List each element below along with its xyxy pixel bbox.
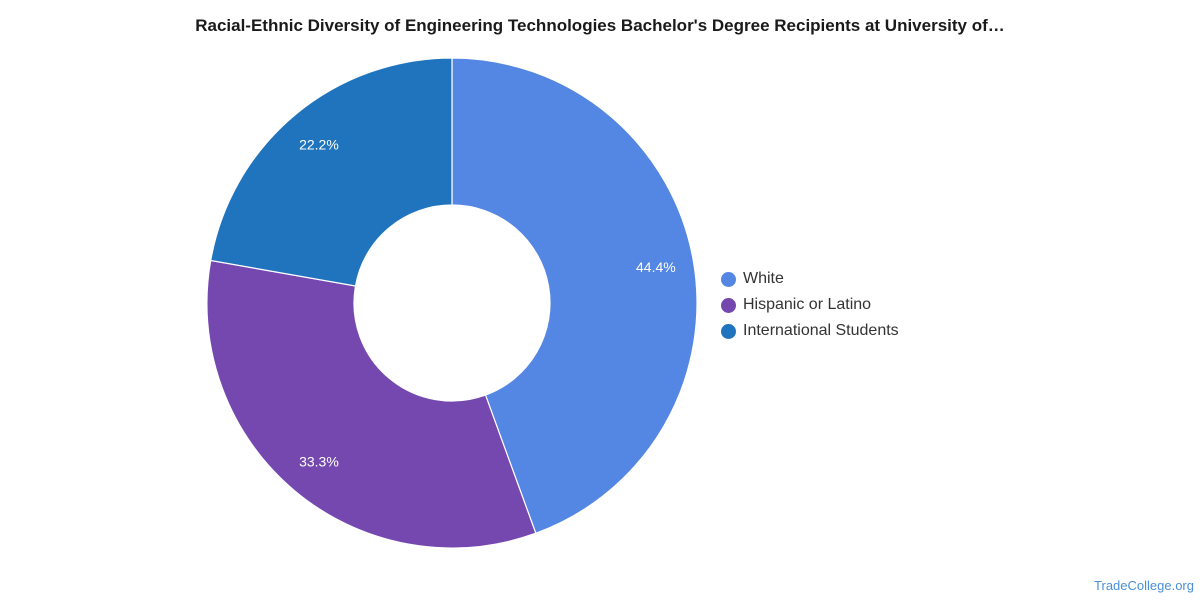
- legend-item[interactable]: International Students: [721, 318, 899, 344]
- slice-white[interactable]: [451, 57, 698, 534]
- legend-item[interactable]: White: [721, 266, 899, 292]
- legend-label: White: [743, 270, 784, 287]
- slice-label: 22.2%: [299, 136, 339, 152]
- legend-item[interactable]: Hispanic or Latino: [721, 292, 899, 318]
- legend-label: International Students: [743, 322, 899, 339]
- slice-hispanic-or-latino[interactable]: [206, 259, 537, 549]
- legend-color-dot: [721, 323, 736, 339]
- chart-title: Racial-Ethnic Diversity of Engineering T…: [195, 16, 1005, 35]
- legend-color-dot: [721, 297, 736, 313]
- slice-label: 33.3%: [299, 454, 339, 470]
- legend-color-dot: [721, 271, 736, 287]
- chart-legend: White Hispanic or Latino International Stu…: [721, 266, 899, 344]
- source-credit[interactable]: TradeCollege.org: [1094, 578, 1194, 593]
- slice-international-students[interactable]: [210, 57, 453, 287]
- slice-label: 44.4%: [636, 259, 676, 275]
- legend-label: Hispanic or Latino: [743, 296, 872, 313]
